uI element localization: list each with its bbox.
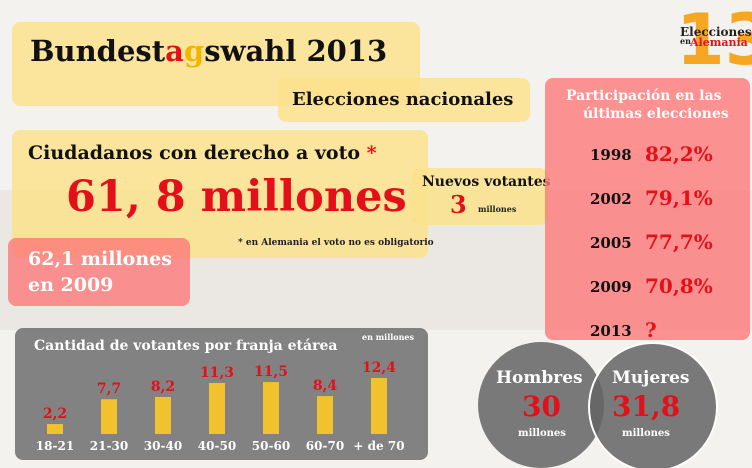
participation-year: 2005: [590, 234, 632, 252]
value-label: 7,7: [97, 381, 121, 397]
bar: [155, 396, 171, 434]
new-voters-box: [412, 168, 548, 225]
title: Bundestagswahl 2013: [30, 34, 387, 68]
title-part: swahl 2013: [204, 34, 388, 68]
x-tick-label: 40-50: [198, 439, 236, 453]
participation-year: 1998: [590, 146, 632, 164]
x-tick-label: 18-21: [36, 439, 74, 453]
value-label: 11,3: [200, 365, 234, 381]
logo-text: Alemania: [690, 36, 748, 49]
bar: [371, 378, 387, 434]
x-tick-label: 30-40: [144, 439, 182, 453]
logo-text: en: [680, 36, 691, 46]
subtitle: Elecciones nacionales: [292, 89, 514, 110]
bar: [101, 399, 117, 434]
value-label: 11,5: [254, 364, 288, 380]
logo-number: 13: [676, 0, 752, 81]
asterisk: *: [366, 142, 377, 164]
women-amount: 31,8: [612, 390, 681, 423]
men-label: Hombres: [496, 368, 583, 388]
participation-percent: 70,8%: [645, 274, 713, 298]
value-label: 2,2: [43, 406, 67, 422]
previous-text: 62,1 millones: [28, 248, 172, 270]
x-tick-label: 21-30: [90, 439, 128, 453]
value-label: 12,4: [362, 360, 396, 376]
men-unit: millones: [518, 428, 566, 439]
title-part: g: [183, 34, 205, 68]
title-part: a: [165, 34, 184, 68]
bar: [47, 424, 63, 434]
x-tick-label: + de 70: [353, 439, 404, 453]
citizens-text: Ciudadanos con derecho a voto: [28, 142, 361, 164]
participation-percent: ?: [645, 318, 657, 342]
new-voters-amount: 3: [450, 190, 467, 219]
value-label: 8,4: [313, 378, 338, 394]
new-voters-label: Nuevos votantes: [422, 174, 551, 190]
chart-unit: en millones: [362, 332, 415, 342]
new-voters-unit: millones: [478, 204, 517, 214]
logo-text: Elecciones: [680, 25, 752, 39]
subtitle-box: [278, 78, 530, 122]
citizens-amount: 61, 8 millones: [66, 172, 407, 222]
participation-percent: 77,7%: [645, 230, 713, 254]
bar: [317, 396, 333, 434]
women-circle: [588, 342, 718, 468]
title-part: Bundest: [30, 34, 166, 68]
participation-year: 2013: [590, 322, 632, 340]
participation-box: [545, 78, 750, 340]
participation-year: 2002: [590, 190, 632, 208]
participation-percent: 82,2%: [645, 142, 713, 166]
citizens-box: [12, 130, 428, 258]
previous-box: [8, 238, 190, 306]
participation-year: 2009: [590, 278, 632, 296]
women-unit: millones: [622, 428, 670, 439]
bar: [263, 382, 279, 434]
x-tick-label: 50-60: [252, 439, 290, 453]
men-amount: 30: [522, 390, 561, 423]
participation-title: Participación en las: [566, 88, 722, 104]
x-tick-label: 60-70: [306, 439, 344, 453]
value-label: 8,2: [151, 379, 175, 395]
previous-text: en 2009: [28, 274, 114, 296]
participation-percent: 79,1%: [645, 186, 713, 210]
men-circle: [478, 342, 604, 468]
chart-title: Cantidad de votantes por franja etárea: [34, 338, 337, 354]
women-label: Mujeres: [612, 368, 690, 388]
footnote: * en Alemania el voto no es obligatorio: [238, 238, 434, 248]
participation-title: últimas elecciones: [583, 106, 729, 122]
bar: [209, 382, 225, 434]
citizens-label: Ciudadanos con derecho a voto *: [28, 142, 377, 164]
